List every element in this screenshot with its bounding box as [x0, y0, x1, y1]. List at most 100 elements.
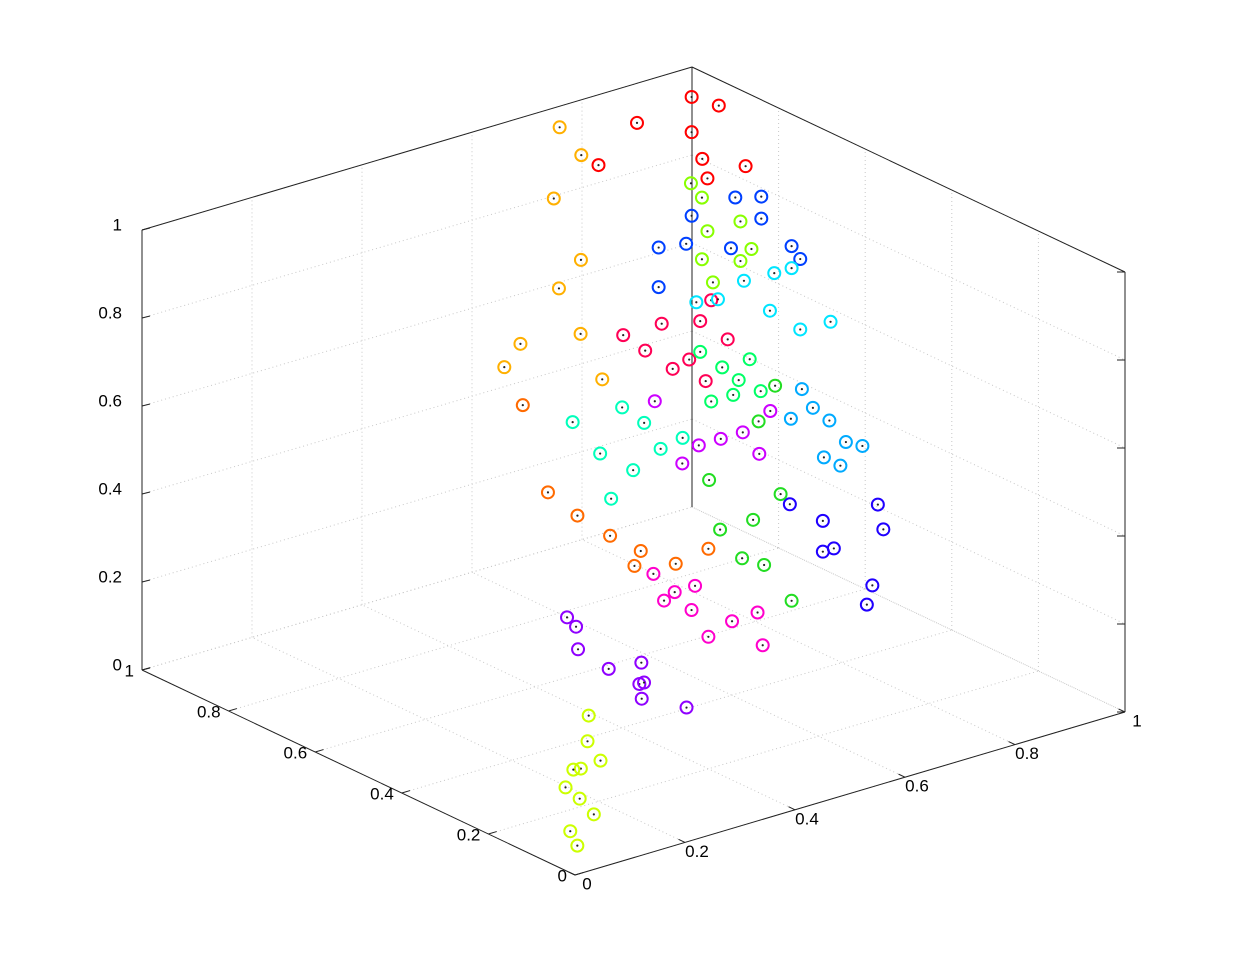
point-ring	[497, 360, 512, 375]
point	[735, 425, 750, 440]
point-ring	[565, 415, 580, 430]
point-ring	[704, 394, 719, 409]
point-dot	[674, 562, 677, 565]
point-ring	[705, 275, 720, 290]
point-ring	[571, 642, 586, 657]
point-dot	[690, 95, 693, 99]
point	[763, 403, 778, 418]
point	[838, 435, 853, 450]
point	[698, 374, 713, 389]
point	[693, 344, 708, 359]
point-dot	[799, 257, 802, 261]
point-dot	[552, 197, 555, 200]
point	[823, 314, 838, 329]
point-ring	[513, 336, 528, 351]
point	[689, 295, 704, 310]
point	[634, 691, 649, 706]
point-ring	[855, 438, 870, 453]
point-ring	[784, 239, 799, 254]
point-ring	[822, 413, 837, 428]
point-ring	[701, 629, 716, 644]
point	[654, 316, 669, 331]
y-tick-label: 0.8	[197, 702, 221, 721]
point-ring	[773, 487, 788, 502]
x-tick-label: 0.8	[1015, 744, 1039, 763]
point-dot	[681, 436, 684, 439]
point-dot	[621, 406, 624, 409]
tick-mark	[228, 708, 237, 712]
point	[711, 98, 726, 113]
point-dot	[546, 491, 550, 494]
point-ring	[593, 753, 608, 768]
point-dot	[519, 342, 522, 345]
grid-line	[141, 506, 693, 671]
point-dot	[576, 648, 580, 651]
point-dot	[737, 378, 740, 382]
point-ring	[604, 491, 619, 506]
grid-line	[141, 506, 693, 671]
point-ring	[746, 512, 761, 527]
point-ring	[651, 240, 666, 255]
point-ring	[684, 208, 699, 223]
point	[572, 791, 587, 806]
z-tick-label: 0.4	[98, 479, 122, 498]
point-dot	[741, 557, 744, 560]
point-dot	[769, 409, 772, 413]
point	[683, 176, 698, 191]
tick-mark	[401, 790, 411, 794]
point-ring	[752, 446, 767, 461]
point-dot	[871, 584, 874, 587]
point	[593, 753, 608, 768]
point	[688, 578, 703, 593]
point-ring	[784, 261, 799, 276]
point-ring	[675, 430, 690, 445]
point-ring	[700, 171, 715, 186]
point-ring	[563, 824, 578, 839]
point	[573, 326, 588, 341]
point-ring	[593, 446, 608, 461]
tick-mark	[568, 871, 576, 876]
point	[694, 252, 709, 267]
point-dot	[832, 547, 835, 550]
point	[693, 314, 708, 329]
point-dot	[700, 196, 704, 199]
point	[751, 414, 766, 429]
point-ring	[768, 378, 783, 393]
point-ring	[794, 382, 809, 397]
point	[580, 734, 595, 749]
point-dot	[690, 131, 693, 134]
point-ring	[634, 655, 649, 670]
grid-line	[141, 242, 693, 407]
point-dot	[599, 452, 602, 455]
point-ring	[569, 619, 584, 634]
tick-mark	[678, 838, 686, 843]
point	[637, 675, 652, 690]
point-ring	[783, 411, 798, 426]
grid-line	[141, 154, 693, 319]
point-ring	[615, 400, 630, 415]
point-dot	[739, 259, 742, 263]
point-ring	[657, 593, 672, 608]
point-dot	[609, 534, 612, 537]
point-ring	[675, 456, 690, 471]
grid-line	[315, 588, 866, 753]
point	[742, 352, 757, 367]
point-dot	[704, 379, 707, 383]
z-tick-label: 0.2	[98, 567, 122, 586]
point-ring	[735, 551, 750, 566]
tick-mark	[898, 773, 906, 778]
point	[723, 241, 738, 256]
point	[574, 148, 589, 163]
point	[701, 541, 716, 556]
point	[784, 593, 799, 608]
tick-mark	[141, 403, 151, 407]
point-dot	[774, 384, 777, 387]
x-tick-label: 0.6	[905, 777, 929, 796]
point-dot	[730, 620, 734, 623]
point-ring	[713, 431, 728, 446]
point	[679, 700, 694, 715]
point-ring	[744, 241, 759, 256]
grid-line	[471, 571, 906, 778]
point	[571, 642, 586, 657]
grid-line	[401, 629, 952, 794]
